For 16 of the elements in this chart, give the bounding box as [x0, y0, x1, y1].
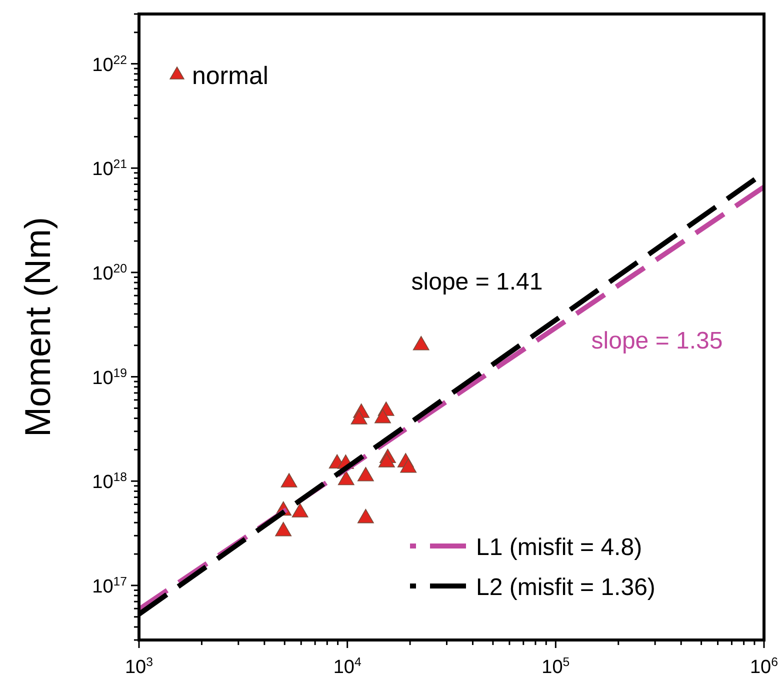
annotation: slope = 1.35	[591, 327, 723, 354]
y-tick-label: 10$^{22}$	[92, 52, 128, 76]
y-tick-label: 10$^{21}$	[92, 157, 128, 180]
legend-label: L2 (misfit = 1.36)	[476, 574, 656, 601]
x-tick-label: 10$^{6}$	[750, 655, 778, 678]
x-tick-label: 10$^{3}$	[124, 655, 154, 678]
annotation: slope = 1.41	[411, 268, 543, 296]
legend-label: L1 (misfit = 4.8)	[476, 534, 642, 561]
y-tick-label: 10$^{18}$	[92, 470, 128, 494]
x-tick-label: 10$^{4}$	[333, 655, 362, 678]
y-tick-label: 10$^{17}$	[92, 574, 128, 598]
x-tick-label: 10$^{5}$	[542, 655, 570, 678]
y-tick-label: 10$^{20}$	[92, 261, 128, 284]
y-tick-label: 10$^{19}$	[92, 366, 128, 389]
legend-label: normal	[192, 62, 268, 90]
y-axis-title: Moment (Nm)	[17, 216, 58, 438]
